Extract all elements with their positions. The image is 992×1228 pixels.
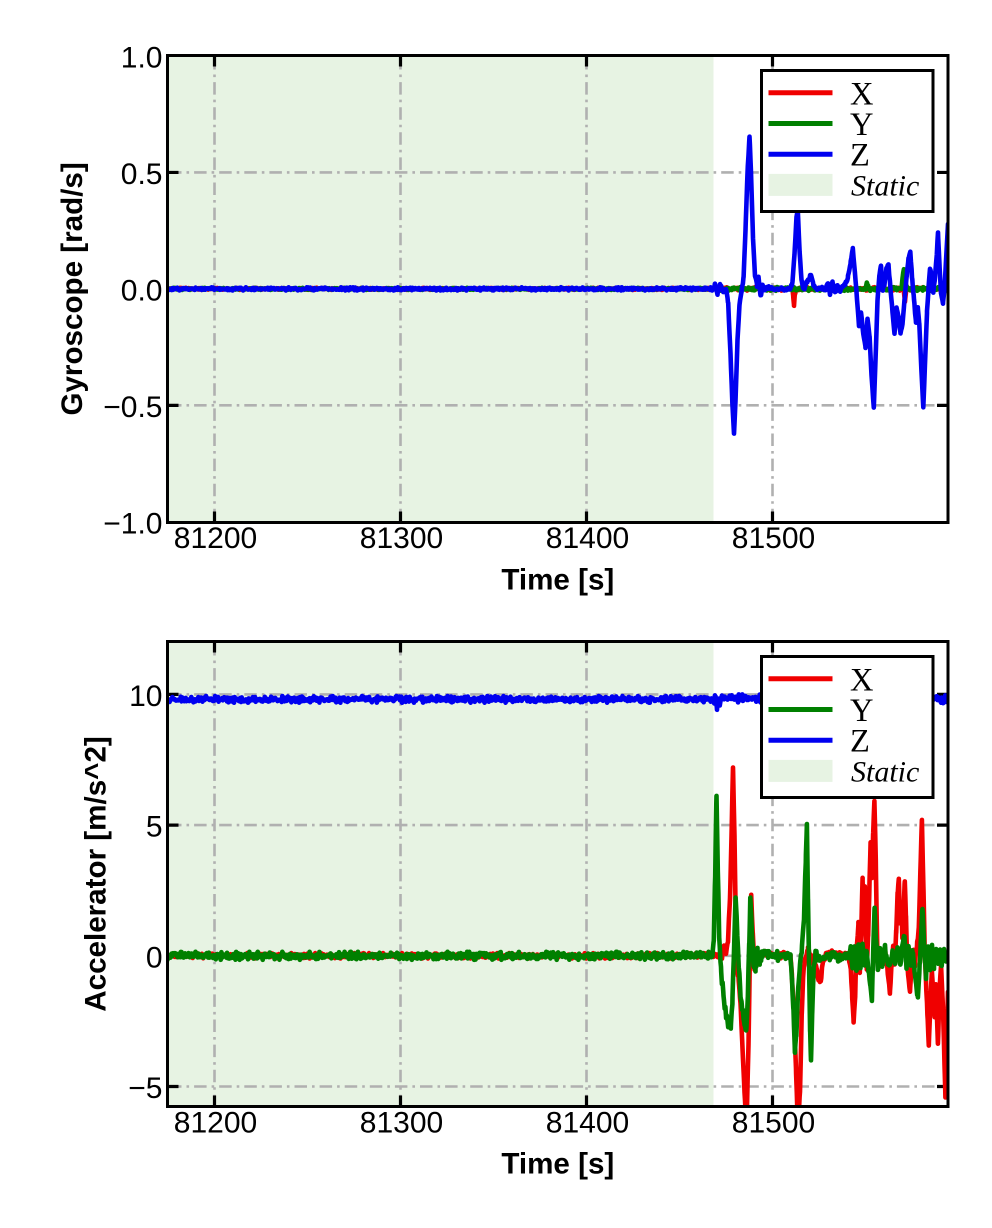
svg-text:Z: Z bbox=[850, 724, 870, 760]
svg-text:0.5: 0.5 bbox=[121, 158, 163, 191]
svg-text:81300: 81300 bbox=[360, 522, 443, 555]
svg-text:Static: Static bbox=[851, 755, 919, 788]
svg-text:X: X bbox=[850, 662, 873, 698]
svg-text:81300: 81300 bbox=[360, 1107, 443, 1140]
svg-text:Static: Static bbox=[851, 169, 919, 202]
svg-text:81400: 81400 bbox=[546, 1107, 629, 1140]
svg-text:Accelerator [m/s^2]: Accelerator [m/s^2] bbox=[80, 736, 113, 1012]
svg-text:81500: 81500 bbox=[732, 522, 815, 555]
svg-text:81200: 81200 bbox=[174, 1107, 257, 1140]
svg-text:−1.0: −1.0 bbox=[103, 507, 162, 540]
svg-text:81500: 81500 bbox=[732, 1107, 815, 1140]
svg-text:−5: −5 bbox=[128, 1072, 162, 1105]
svg-text:5: 5 bbox=[146, 811, 163, 844]
svg-text:Time [s]: Time [s] bbox=[501, 564, 614, 597]
svg-text:−0.5: −0.5 bbox=[103, 391, 162, 424]
svg-text:Z: Z bbox=[850, 138, 870, 174]
svg-text:10: 10 bbox=[129, 680, 162, 713]
svg-text:0: 0 bbox=[146, 941, 163, 974]
svg-text:1.0: 1.0 bbox=[121, 42, 163, 75]
svg-text:Y: Y bbox=[850, 693, 873, 729]
svg-text:Y: Y bbox=[850, 107, 873, 143]
svg-text:81200: 81200 bbox=[174, 522, 257, 555]
svg-text:Gyroscope [rad/s]: Gyroscope [rad/s] bbox=[56, 162, 89, 415]
svg-text:Time [s]: Time [s] bbox=[501, 1148, 614, 1181]
svg-text:0.0: 0.0 bbox=[121, 274, 163, 307]
svg-text:81400: 81400 bbox=[546, 522, 629, 555]
svg-text:X: X bbox=[850, 76, 873, 112]
